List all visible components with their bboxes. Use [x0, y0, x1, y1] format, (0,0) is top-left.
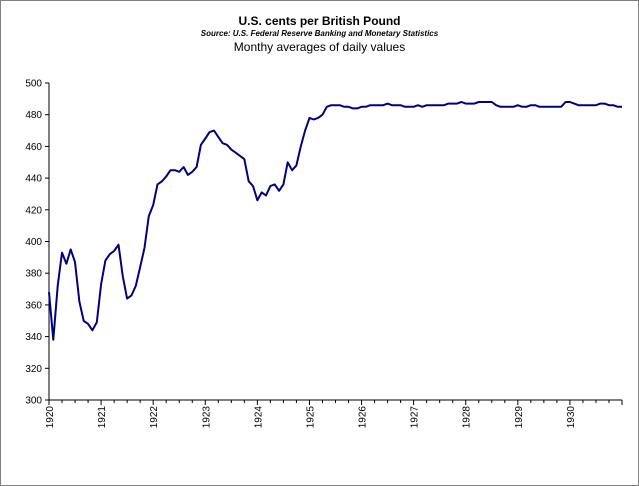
- chart-title: U.S. cents per British Pound: [238, 14, 401, 28]
- x-tick-label: 1921: [97, 406, 108, 429]
- y-tick-label: 440: [25, 174, 42, 185]
- x-tick-label: 1927: [410, 406, 421, 429]
- chart-subtitle: Source: U.S. Federal Reserve Banking and…: [200, 29, 439, 38]
- axes: [48, 83, 622, 401]
- x-tick-label: 1930: [566, 406, 577, 429]
- x-tick-label: 1926: [358, 406, 369, 429]
- y-tick-label: 360: [25, 300, 42, 311]
- x-tick-label: 1923: [201, 406, 212, 429]
- x-axis-ticks: 1920 1921 1922 1923 1924 1925 1926 1927 1928 1929…: [45, 400, 623, 429]
- y-tick-label: 420: [25, 205, 42, 216]
- y-tick-label: 320: [25, 364, 42, 375]
- x-tick-label: 1925: [305, 406, 316, 429]
- series-line: [48, 101, 622, 341]
- x-tick-label: 1928: [462, 406, 473, 429]
- x-tick-label: 1922: [149, 406, 160, 429]
- y-axis-ticks: 300 320 340 360 380 400 420 440 460 480 500: [25, 79, 49, 407]
- y-tick-label: 300: [25, 396, 42, 407]
- y-tick-label: 380: [25, 269, 42, 280]
- chart-note: Monthy averages of daily values: [233, 40, 406, 54]
- y-tick-label: 500: [25, 79, 42, 90]
- x-tick-label: 1929: [514, 406, 525, 429]
- y-tick-label: 340: [25, 332, 42, 343]
- y-tick-label: 480: [25, 110, 42, 121]
- x-tick-label: 1924: [253, 406, 264, 429]
- y-tick-label: 460: [25, 142, 42, 153]
- x-tick-label: 1920: [45, 406, 56, 429]
- y-tick-label: 400: [25, 237, 42, 248]
